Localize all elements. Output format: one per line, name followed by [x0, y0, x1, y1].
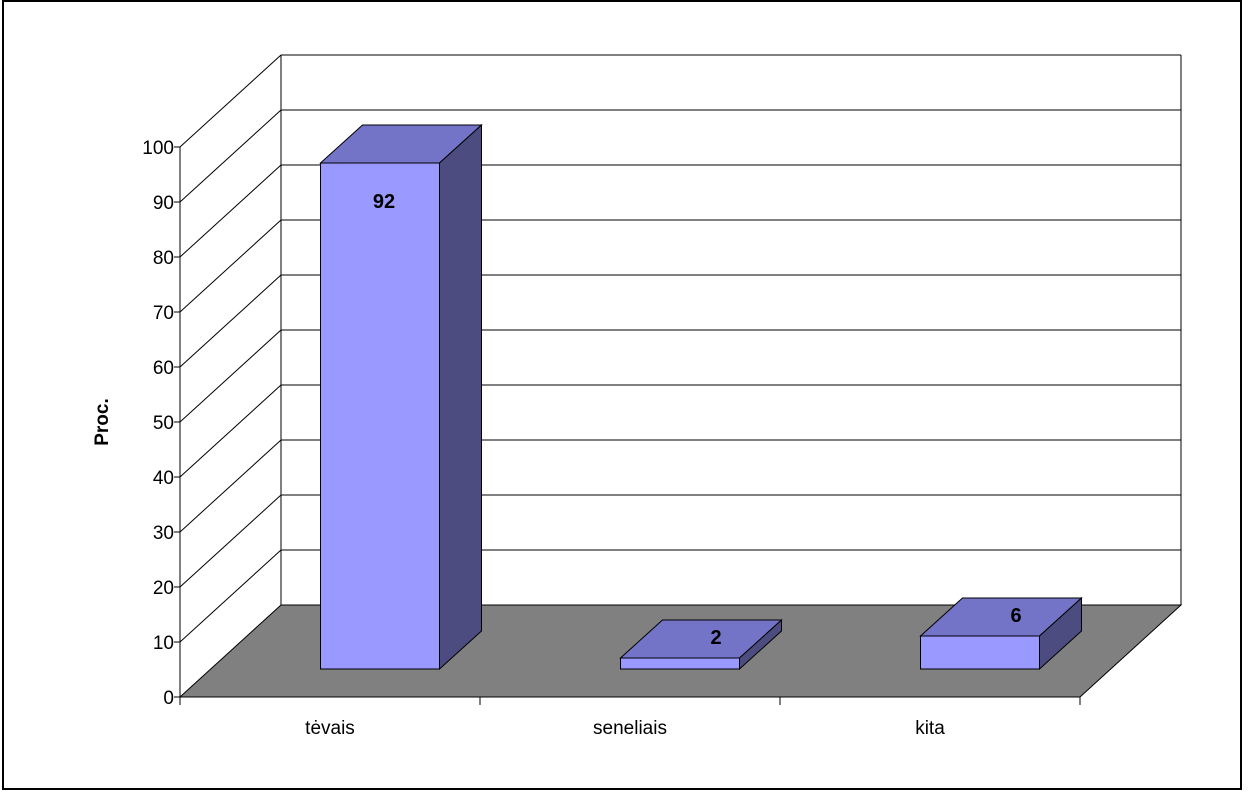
- y-tick-label: 30: [153, 523, 174, 544]
- bar-front-face: [320, 162, 440, 670]
- bar-front-face: [620, 657, 740, 670]
- bar-1: [619, 618, 783, 671]
- y-tick-label: 20: [153, 578, 174, 599]
- y-tick-label: 0: [163, 688, 174, 709]
- y-tick-label: 100: [142, 138, 174, 159]
- y-tick-label: 40: [153, 468, 174, 489]
- gridline-side: [179, 329, 282, 423]
- x-axis: tėvais seneliais kita: [179, 696, 1081, 739]
- bar-2: [919, 596, 1083, 671]
- y-axis-title: Proc.: [92, 398, 113, 446]
- gridline-side: [179, 439, 282, 533]
- bars: [319, 123, 1083, 671]
- bar-side-face: [439, 123, 482, 671]
- data-label: 6: [1010, 605, 1021, 627]
- x-category-label: tėvais: [305, 718, 355, 739]
- gridline-side: [179, 109, 282, 203]
- x-category-label: seneliais: [593, 718, 667, 739]
- y-tick-label: 90: [153, 193, 174, 214]
- x-category-label: kita: [915, 718, 945, 739]
- gridline-side: [179, 274, 282, 368]
- data-labels: 92 2 6: [373, 191, 1022, 649]
- gridline-side: [179, 494, 282, 588]
- gridline-side: [179, 164, 282, 258]
- y-tick-label: 70: [153, 303, 174, 324]
- y-tick-label: 80: [153, 248, 174, 269]
- y-tick-label: 60: [153, 358, 174, 379]
- data-label: 2: [710, 627, 721, 649]
- gridline-side: [179, 549, 282, 643]
- y-tick-label: 10: [153, 633, 174, 654]
- data-label: 92: [373, 191, 395, 213]
- gridline-side: [179, 219, 282, 313]
- y-tick-label: 50: [153, 413, 174, 434]
- bar-front-face: [920, 635, 1040, 670]
- bar-0: [319, 123, 483, 671]
- y-axis: 0 10 20 30 40 50 60 70 80 90 100: [142, 138, 181, 709]
- gridline-side: [179, 54, 282, 148]
- gridline-side: [179, 384, 282, 478]
